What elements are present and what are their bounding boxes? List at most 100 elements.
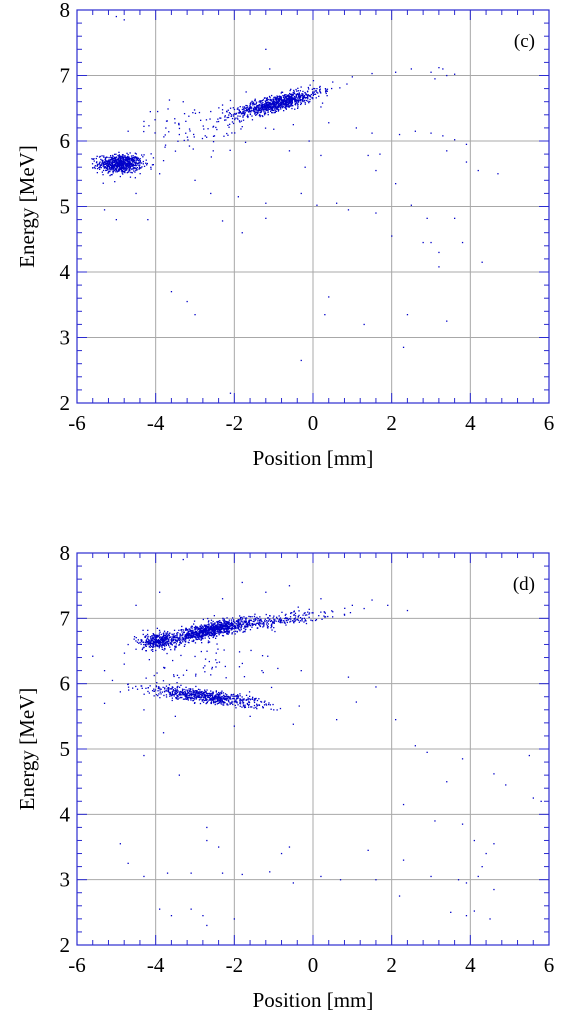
data-point [277,620,280,623]
data-point [108,168,111,170]
data-point [274,619,276,621]
data-point [284,617,286,620]
data-point [192,699,195,702]
data-point [111,165,114,167]
data-point [298,97,300,99]
data-point [280,620,283,622]
data-point [177,685,179,688]
data-point [115,162,117,164]
data-point [274,630,276,633]
data-point [231,624,234,626]
data-point [222,701,225,703]
data-point [113,159,116,161]
data-point [147,641,149,643]
data-point [263,114,266,116]
data-point [355,127,357,129]
data-point [194,629,196,631]
data-point [290,612,292,615]
data-point [271,106,274,108]
data-point [287,99,290,101]
data-point [155,685,157,687]
data-point [481,866,483,868]
data-point [212,634,214,636]
data-point [211,692,213,694]
data-point [241,873,243,876]
data-point [290,100,293,102]
data-point [113,157,115,160]
data-point [239,619,241,621]
data-point [169,691,171,694]
data-point [339,87,341,89]
data-point [143,709,145,711]
data-point [210,697,212,699]
data-point [225,697,227,699]
data-point [175,645,177,647]
data-point [251,110,253,112]
data-point [134,167,136,170]
data-point [191,625,193,628]
data-point [223,694,225,696]
data-point [158,640,160,643]
data-point [299,90,301,92]
data-point [207,128,209,130]
data-point [202,699,204,701]
data-point [212,697,214,699]
data-point [256,105,258,107]
data-point [219,628,221,630]
data-point [189,634,191,636]
data-point [233,631,235,633]
data-point [320,875,322,878]
data-point [173,635,175,638]
data-point [222,702,224,704]
data-point [253,620,255,623]
data-point [219,702,221,704]
data-point [112,167,114,169]
data-point [141,639,143,641]
data-point [99,155,101,158]
data-point [216,626,218,628]
data-point [285,95,287,98]
data-point [200,639,202,641]
data-point [143,165,146,167]
data-point [225,677,227,679]
data-point [297,618,299,620]
data-point [122,162,124,164]
data-point [320,611,322,613]
data-point [142,629,144,631]
data-point [122,171,124,173]
data-point [182,641,184,643]
data-point [198,692,200,694]
data-point [126,169,128,171]
data-point [152,648,154,651]
data-point [256,699,259,702]
data-point [253,704,256,707]
data-point [300,192,302,195]
data-point [243,114,245,116]
data-point [203,128,205,130]
data-point [239,705,241,707]
data-point [98,163,100,165]
data-point [304,97,307,99]
data-point [195,637,197,639]
data-point [263,104,265,106]
data-point [210,192,212,195]
data-point [123,167,126,169]
data-point [249,108,251,110]
data-point [171,638,173,640]
data-point [132,687,134,689]
data-point [127,155,129,158]
data-point [143,693,145,695]
data-point [272,621,274,623]
data-point [169,688,172,690]
data-point [255,112,257,114]
data-point [248,703,250,706]
data-point [142,163,144,165]
x-tick-label: 4 [465,411,476,435]
data-point [224,628,227,630]
data-point [113,164,116,166]
data-point [164,645,166,647]
data-point [221,623,223,625]
data-point [161,691,163,693]
data-point [260,106,262,108]
